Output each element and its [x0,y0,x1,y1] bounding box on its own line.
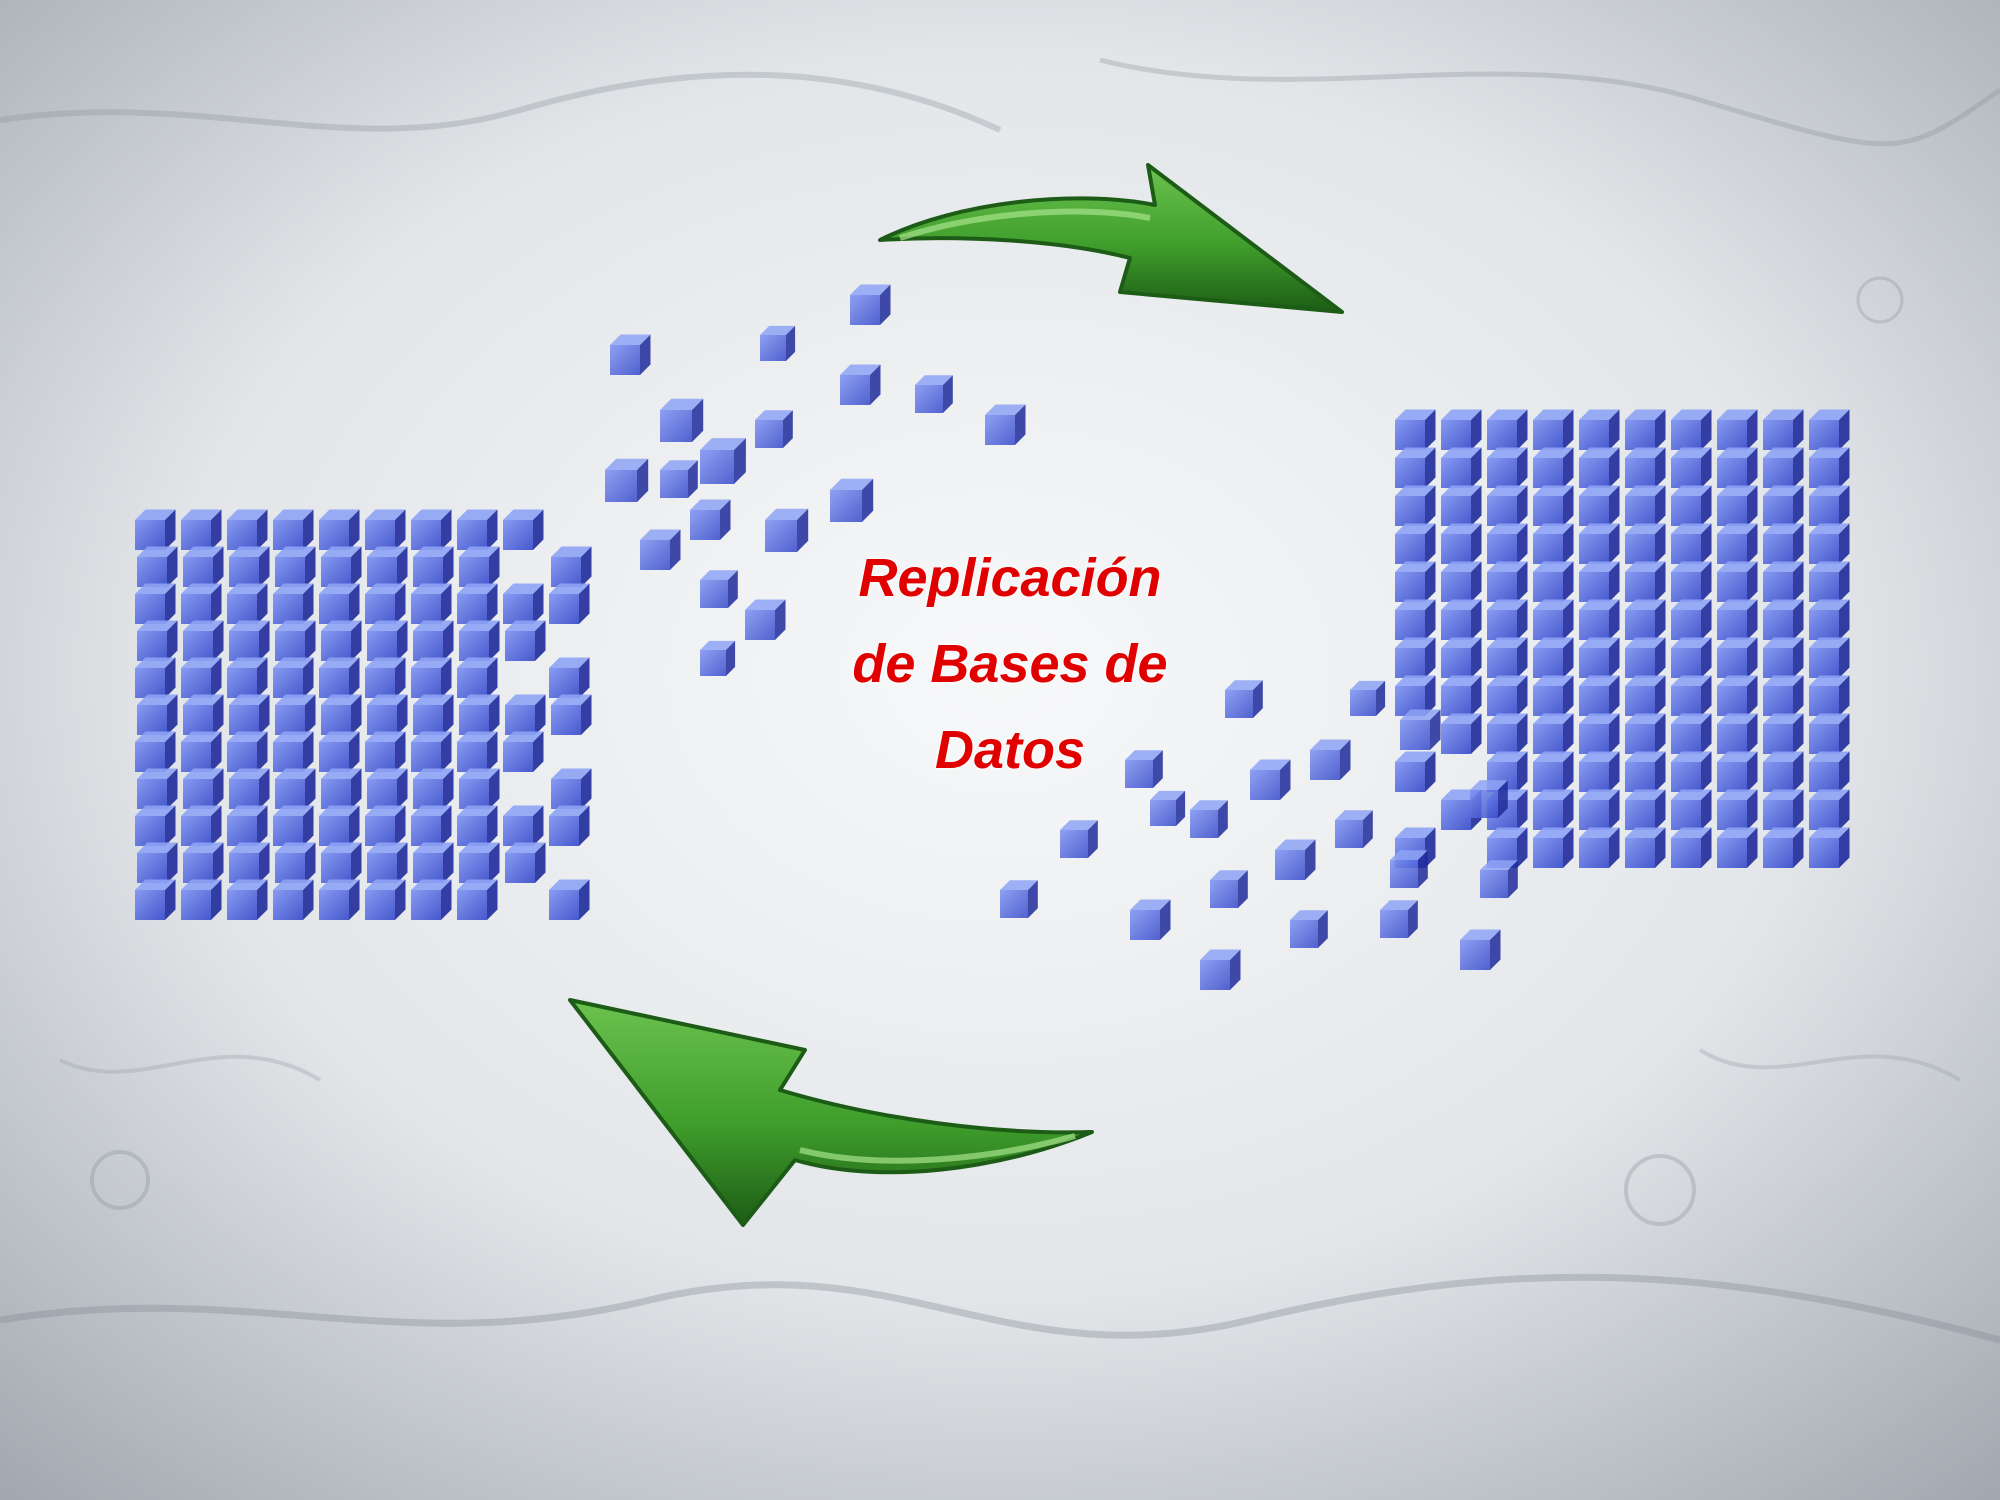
curved-arrow-left-icon [568,998,1094,1227]
background-texture [0,57,2000,1344]
curved-arrow-right-icon [878,163,1344,314]
caption-line-1: Replicación [858,548,1162,608]
database-cube-left [135,509,592,920]
data-particles [605,284,1518,990]
caption-line-3: Datos [934,720,1086,780]
caption-line-2: de Bases de [852,634,1168,694]
caption-title: Replicación de Bases de Datos [780,535,1240,793]
